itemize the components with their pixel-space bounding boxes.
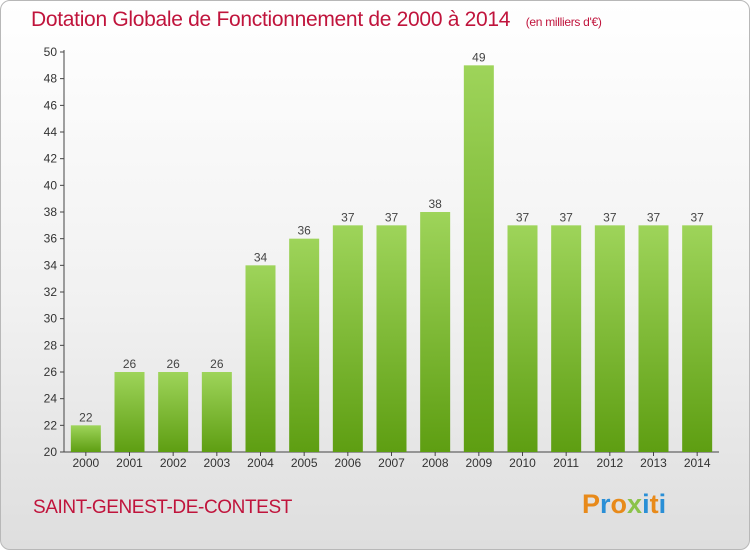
bar-value-label: 49: [472, 50, 486, 64]
bar-value-label: 38: [428, 197, 442, 211]
y-tick-label: 22: [44, 418, 58, 432]
y-tick-label: 40: [44, 178, 58, 192]
y-tick-label: 50: [44, 45, 58, 59]
y-tick-label: 38: [44, 205, 58, 219]
bar: [638, 225, 669, 452]
chart-title: Dotation Globale de Fonctionnement de 20…: [31, 8, 602, 32]
x-tick-label: 2003: [203, 456, 230, 470]
bar-value-label: 26: [166, 357, 180, 371]
bar-value-label: 34: [254, 250, 268, 264]
chart-subtitle: (en milliers d'€): [525, 15, 602, 29]
x-tick-label: 2013: [640, 456, 667, 470]
x-tick-label: 2001: [116, 456, 143, 470]
logo-letter: r: [600, 489, 611, 519]
y-tick-label: 26: [44, 365, 58, 379]
x-tick-label: 2004: [247, 456, 274, 470]
x-tick-label: 2010: [509, 456, 536, 470]
bar: [420, 212, 451, 452]
logo-letter: i: [642, 489, 650, 519]
logo-letter: P: [582, 489, 601, 519]
proxiti-logo[interactable]: Proxiti: [582, 489, 666, 520]
bar-value-label: 37: [690, 210, 704, 224]
bar: [507, 225, 538, 452]
bar: [332, 225, 363, 452]
commune-name: SAINT-GENEST-DE-CONTEST: [33, 497, 292, 518]
y-tick-label: 20: [44, 445, 58, 459]
bar-value-label: 37: [385, 210, 399, 224]
logo-letter: t: [649, 489, 659, 519]
bar-value-label: 26: [210, 357, 224, 371]
y-tick-label: 42: [44, 152, 58, 166]
x-tick-label: 2009: [465, 456, 492, 470]
y-tick-label: 24: [44, 392, 58, 406]
x-tick-label: 2008: [422, 456, 449, 470]
x-tick-label: 2011: [553, 456, 579, 470]
bar: [114, 372, 145, 452]
y-tick-label: 32: [44, 285, 58, 299]
logo-letter: o: [610, 489, 628, 519]
y-tick-label: 30: [44, 312, 58, 326]
bar-value-label: 37: [603, 210, 617, 224]
y-tick-label: 28: [44, 338, 58, 352]
y-tick-label: 44: [44, 125, 58, 139]
bar-value-label: 36: [297, 224, 311, 238]
bar: [245, 265, 276, 452]
logo-letter: i: [658, 489, 667, 519]
bar-value-label: 37: [341, 210, 355, 224]
x-tick-label: 2007: [378, 456, 405, 470]
y-tick-label: 34: [44, 258, 58, 272]
bar: [158, 372, 189, 452]
y-tick-label: 48: [44, 72, 58, 86]
bar-value-label: 37: [559, 210, 573, 224]
x-tick-label: 2014: [684, 456, 711, 470]
bar: [551, 225, 582, 452]
bar-value-label: 22: [79, 410, 93, 424]
x-tick-label: 2002: [160, 456, 187, 470]
y-tick-label: 36: [44, 232, 58, 246]
bar: [594, 225, 625, 452]
chart-title-text: Dotation Globale de Fonctionnement de 20…: [31, 8, 511, 31]
bar: [289, 238, 320, 452]
x-tick-label: 2005: [291, 456, 318, 470]
x-tick-label: 2000: [72, 456, 99, 470]
y-tick-label: 46: [44, 98, 58, 112]
logo-letter: x: [627, 489, 643, 519]
bar-value-label: 26: [123, 357, 137, 371]
bar: [463, 65, 494, 452]
bar: [70, 425, 101, 452]
bar: [682, 225, 713, 452]
x-tick-label: 2006: [334, 456, 361, 470]
bar-value-label: 37: [516, 210, 530, 224]
x-tick-label: 2012: [596, 456, 623, 470]
bar-value-label: 37: [647, 210, 661, 224]
bar: [201, 372, 232, 452]
bar: [376, 225, 407, 452]
